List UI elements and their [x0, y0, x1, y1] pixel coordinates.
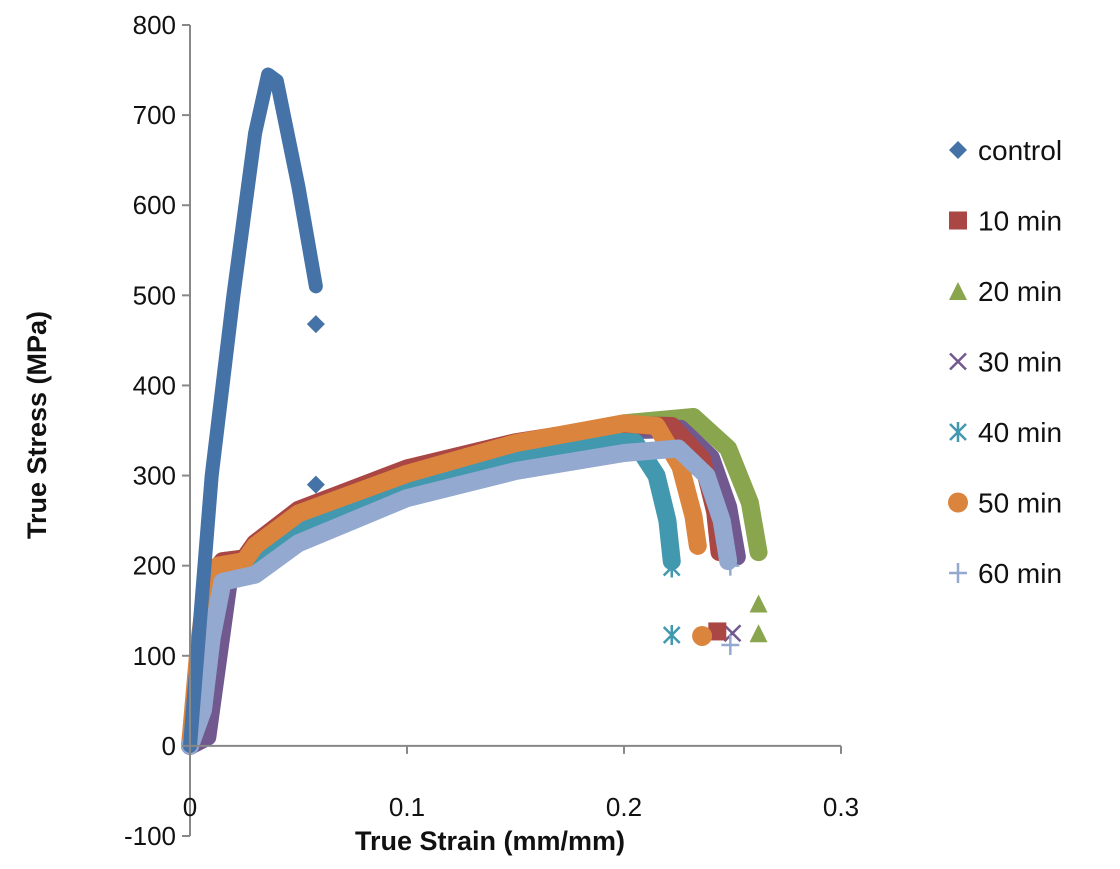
legend-marker-circle-icon	[948, 492, 968, 513]
legend-label: 10 min	[978, 206, 1062, 237]
series-line-control	[183, 67, 323, 753]
data-point	[692, 625, 713, 646]
y-tick-label: 500	[133, 280, 176, 310]
series-line-50-min	[181, 414, 707, 755]
legend-label: control	[978, 135, 1062, 166]
legend-item: 60 min	[949, 558, 1062, 589]
legend-item: 10 min	[949, 206, 1062, 237]
y-tick-label: 0	[162, 731, 176, 761]
legend: control 10 min 20 min 30 min 40 min 50 min 60 …	[948, 135, 1062, 589]
legend-label: 50 min	[978, 488, 1062, 519]
x-axis-label: True Strain (mm/mm)	[355, 826, 625, 856]
y-tick-label: 600	[133, 190, 176, 220]
data-point	[749, 594, 768, 613]
legend-marker-asterisk-icon	[949, 422, 967, 442]
legend-marker-x-icon	[949, 352, 967, 371]
data-point	[723, 624, 742, 643]
legend-label: 60 min	[978, 558, 1062, 589]
data-point	[721, 634, 740, 655]
legend-item: 50 min	[948, 488, 1062, 519]
legend-label: 40 min	[978, 417, 1062, 448]
data-point	[708, 622, 727, 641]
data-point	[662, 625, 681, 646]
legend-item: control	[949, 135, 1062, 166]
y-tick-label: 400	[133, 370, 176, 400]
legend-item: 20 min	[949, 276, 1062, 307]
data-point	[306, 475, 325, 494]
x-tick-label: 0.3	[823, 792, 859, 822]
data-point	[721, 555, 740, 576]
x-tick-label: 0.1	[389, 792, 425, 822]
y-tick-label: 200	[133, 551, 176, 581]
y-tick-label: 100	[133, 641, 176, 671]
y-tick-label: 700	[133, 100, 176, 130]
data-point	[662, 557, 681, 578]
y-axis-label: True Stress (MPa)	[22, 311, 52, 539]
y-tick-label: 300	[133, 461, 176, 491]
data-point	[306, 315, 325, 334]
legend-marker-square-icon	[949, 211, 967, 230]
plot-area	[181, 67, 768, 755]
legend-item: 40 min	[949, 417, 1062, 448]
legend-marker-diamond-icon	[949, 141, 967, 159]
y-tick-label: 800	[133, 10, 176, 40]
legend-label: 30 min	[978, 347, 1062, 378]
y-tick-label: -100	[124, 821, 176, 851]
x-tick-label: 0.2	[606, 792, 642, 822]
legend-marker-triangle-icon	[949, 282, 967, 300]
legend-marker-plus-icon	[949, 563, 967, 583]
legend-item: 30 min	[949, 347, 1062, 378]
x-tick-label: 0	[183, 792, 197, 822]
legend-label: 20 min	[978, 276, 1062, 307]
series-line-60-min	[181, 439, 738, 755]
data-point	[749, 624, 768, 643]
